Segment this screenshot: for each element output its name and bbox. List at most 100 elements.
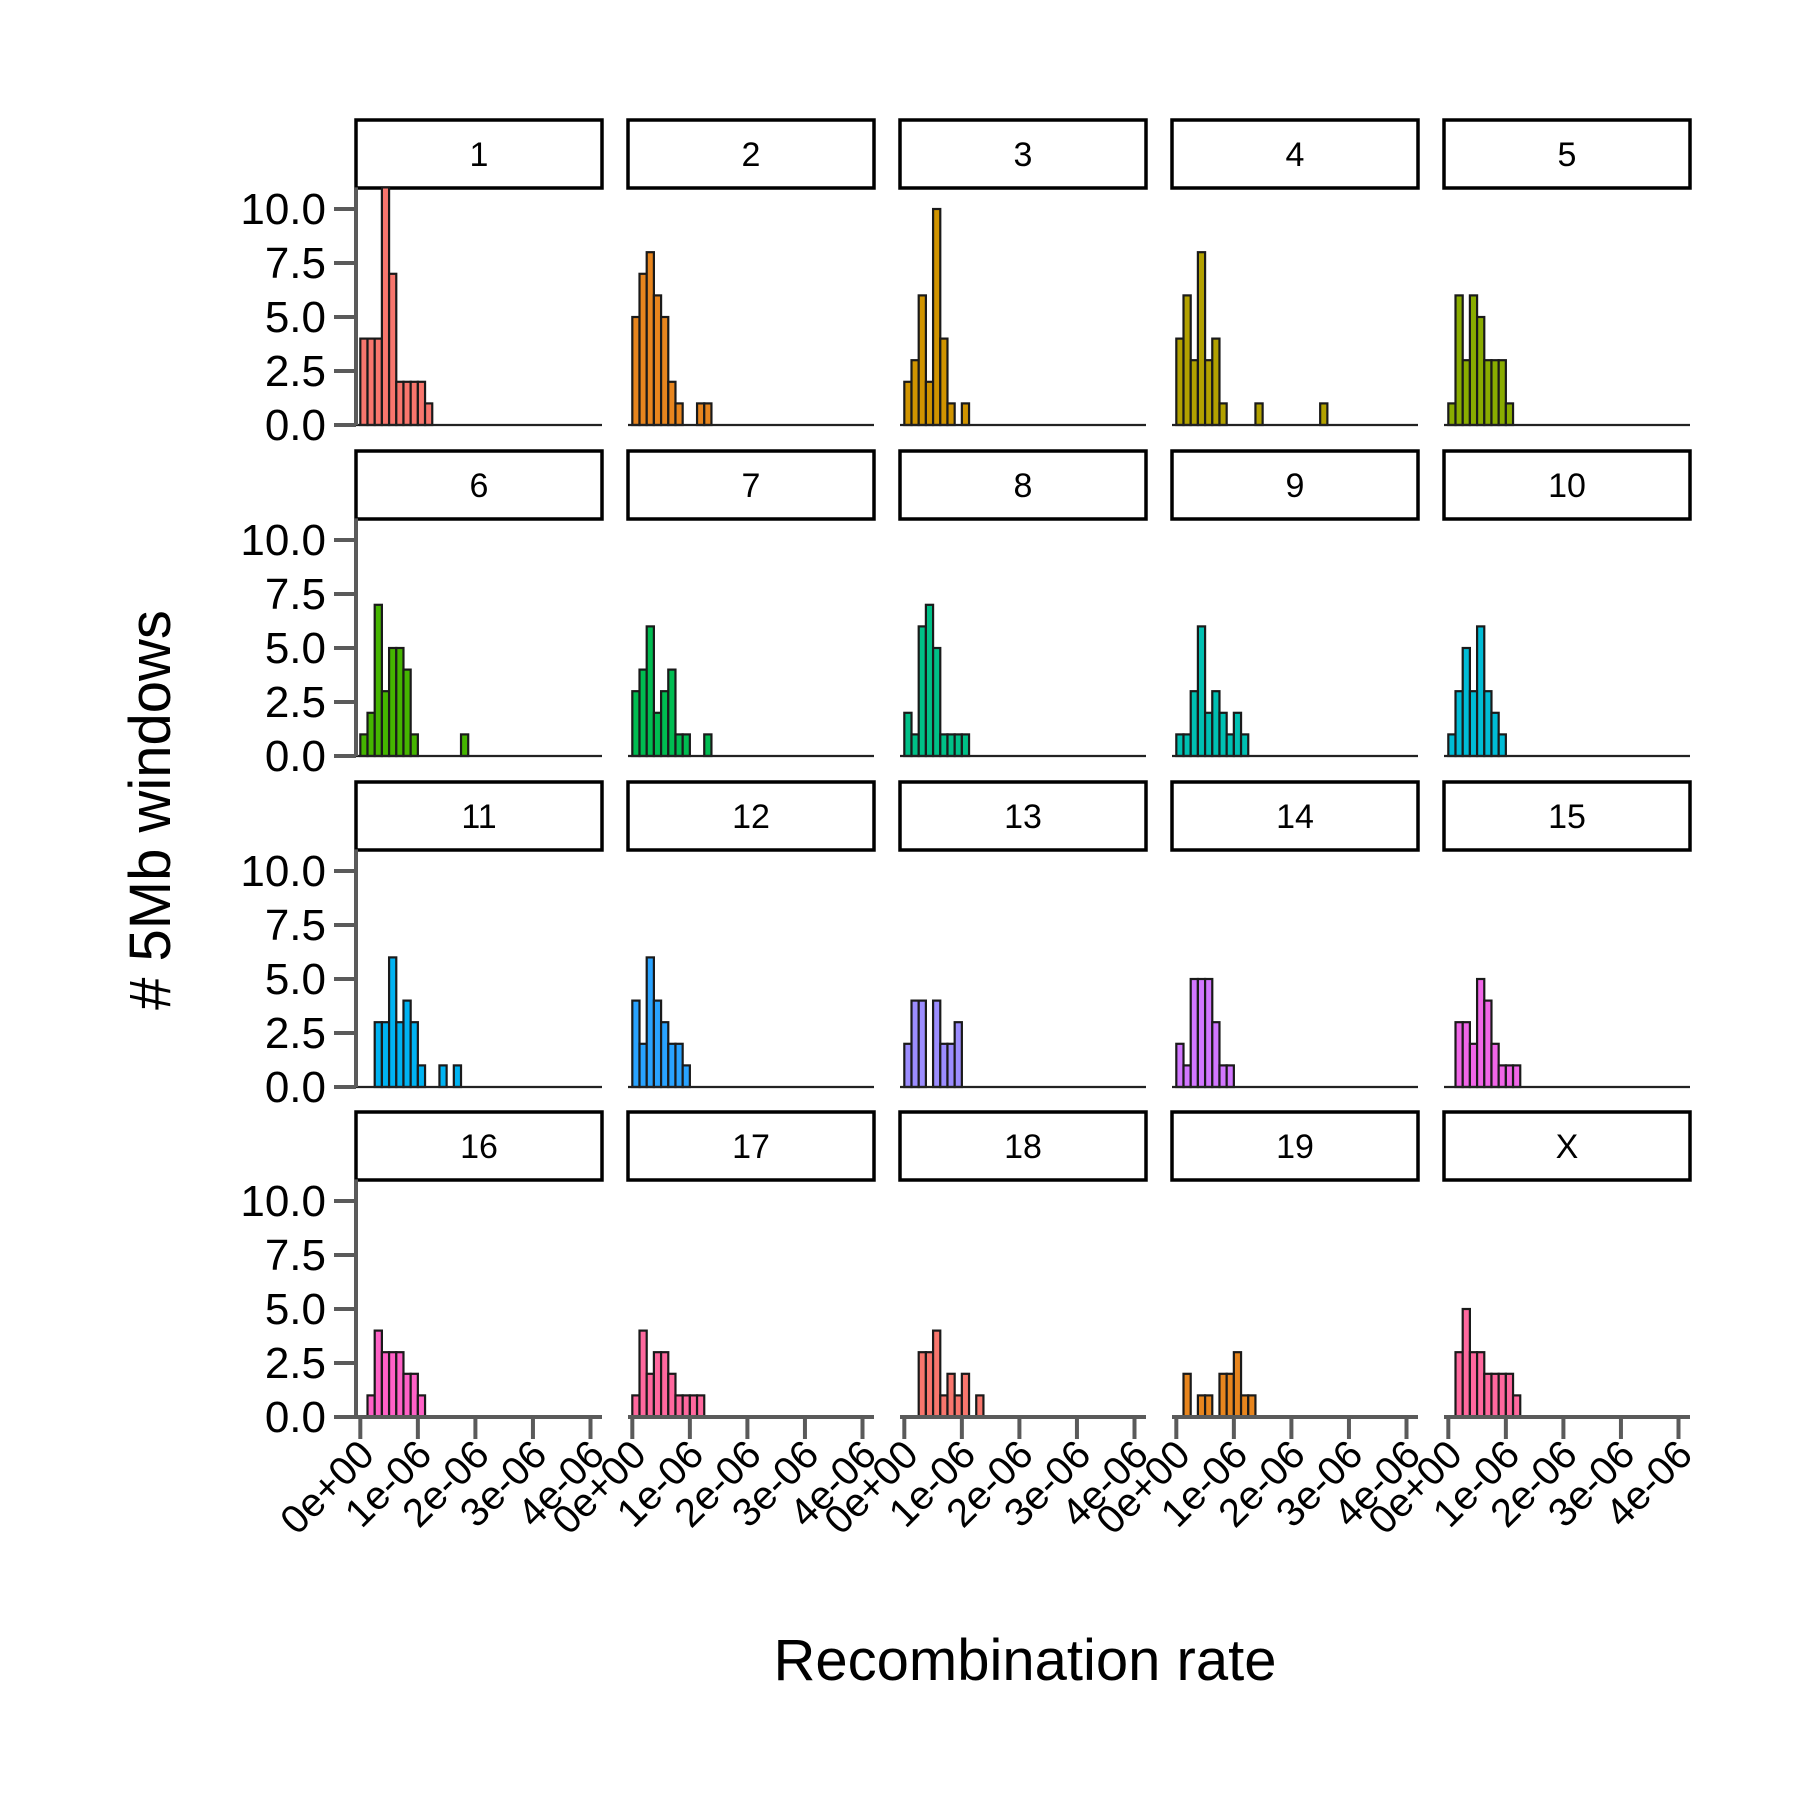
facet-strip-label: 17 — [732, 1128, 770, 1166]
histogram-bar — [1319, 402, 1329, 427]
histogram-bar — [946, 402, 956, 427]
facet-panel: 3 — [898, 118, 1148, 427]
histogram-bar — [1511, 1064, 1522, 1089]
facet-strip-label: 8 — [1014, 467, 1033, 505]
facet-strip — [898, 780, 1148, 852]
facet-strip — [1442, 1110, 1692, 1182]
histogram-bar — [960, 1372, 971, 1419]
facet-strip — [1442, 449, 1692, 521]
facet-strip — [1442, 118, 1692, 190]
y-tick-label: 5.0 — [265, 1285, 326, 1334]
y-tick-label: 7.5 — [265, 1231, 326, 1280]
facet-strip-label: 2 — [742, 136, 761, 174]
facet-strip-label: X — [1556, 1128, 1579, 1166]
facet-strip-label: 16 — [460, 1128, 498, 1166]
y-tick-label: 5.0 — [265, 624, 326, 673]
facet-panel: 10.02.55.07.510.0 — [240, 118, 604, 450]
y-tick-label: 0.0 — [265, 1393, 326, 1442]
y-tick-label: 0.0 — [265, 401, 326, 450]
x-axis-title: Recombination rate — [774, 1628, 1277, 1693]
histogram-bar — [1203, 1394, 1214, 1419]
facet-strip — [1170, 780, 1420, 852]
y-tick-label: 5.0 — [265, 955, 326, 1004]
facet-strip-label: 18 — [1004, 1128, 1042, 1166]
histogram-bar — [1182, 1372, 1192, 1419]
histogram-bar — [674, 402, 684, 427]
y-tick-label: 0.0 — [265, 732, 326, 781]
y-tick-label: 10.0 — [240, 1177, 326, 1226]
y-tick-label: 7.5 — [265, 570, 326, 619]
y-tick-label: 2.5 — [265, 1339, 326, 1388]
facet-strip-label: 9 — [1286, 467, 1305, 505]
facet-strip — [898, 449, 1148, 521]
facet-panel: 15 — [1442, 780, 1692, 1089]
facet-panel: 7 — [626, 449, 876, 758]
facet-strip-label: 15 — [1548, 798, 1586, 836]
facet-strip-label: 12 — [732, 798, 770, 836]
facet-panels: 10.02.55.07.510.02 3 4 560.02.55.07.510.07 8… — [240, 118, 1701, 1543]
facet-strip — [626, 780, 876, 852]
facet-strip-label: 1 — [470, 136, 489, 174]
histogram-bar — [681, 1064, 691, 1089]
histogram-bar — [703, 733, 713, 758]
facet-strip-label: 3 — [1014, 136, 1033, 174]
y-axis-title: # 5Mb windows — [118, 610, 183, 1010]
facet-strip-label: 5 — [1558, 136, 1577, 174]
facet-strip — [354, 118, 604, 190]
histogram-bar — [953, 1021, 963, 1089]
histogram-bar — [917, 999, 927, 1089]
histogram-bar — [438, 1064, 448, 1089]
facet-strip — [354, 780, 604, 852]
facet-panel: 12 — [626, 780, 876, 1089]
facet-strip — [1170, 449, 1420, 521]
facet-strip — [354, 449, 604, 521]
histogram-bar — [960, 733, 971, 758]
y-tick-label: 2.5 — [265, 678, 326, 727]
facet-panel: 6 0.0 2.5 5.0 7.5 10.0 — [240, 449, 604, 781]
facet-strip — [1170, 118, 1420, 190]
facet-strip — [354, 1110, 604, 1182]
y-tick-label: 10.0 — [240, 516, 326, 565]
histogram-bar — [960, 402, 971, 427]
facet-strip — [898, 1110, 1148, 1182]
histogram-bar — [1225, 1064, 1235, 1089]
histogram-bar — [452, 1064, 463, 1089]
histogram-bar — [703, 402, 713, 427]
histogram-bar — [1511, 1394, 1522, 1419]
facet-strip-label: 14 — [1276, 798, 1314, 836]
histogram-bar — [1218, 402, 1228, 427]
histogram-bar — [416, 1064, 427, 1089]
histogram-bar — [1254, 402, 1264, 427]
histogram-bar — [459, 733, 470, 758]
facet-strip-label: 13 — [1004, 798, 1042, 836]
facet-panel: 8 — [898, 449, 1148, 758]
facet-strip-label: 19 — [1276, 1128, 1314, 1166]
y-tick-label: 7.5 — [265, 901, 326, 950]
y-tick-label: 10.0 — [240, 847, 326, 896]
histogram-bar — [416, 1394, 427, 1419]
y-tick-label: 7.5 — [265, 239, 326, 288]
facet-strip — [1442, 780, 1692, 852]
y-tick-label: 5.0 — [265, 293, 326, 342]
y-tick-label: 2.5 — [265, 1009, 326, 1058]
facet-panel: 11 0.0 2.5 5.0 7.5 10.0 — [240, 780, 604, 1112]
y-tick-label: 0.0 — [265, 1063, 326, 1112]
facet-panel: 9 — [1170, 449, 1420, 758]
facet-strip — [626, 1110, 876, 1182]
facet-panel: 160.02.55.07.510.00e+001e-062e-063e-064e… — [240, 1110, 613, 1543]
facet-panel: 4 — [1170, 118, 1420, 427]
histogram-bar — [1504, 402, 1515, 427]
y-tick-label: 10.0 — [240, 185, 326, 234]
facet-panel: 5 — [1442, 118, 1692, 427]
histogram-bar — [1239, 733, 1250, 758]
histogram-bar — [423, 402, 434, 427]
facet-panel: 13 — [898, 780, 1148, 1089]
facet-panel: 2 — [626, 118, 876, 427]
facet-panel: 14 — [1170, 780, 1420, 1089]
histogram-bar — [975, 1394, 985, 1419]
facet-strip — [1170, 1110, 1420, 1182]
histogram-bar — [1497, 733, 1507, 758]
facet-strip-label: 11 — [461, 798, 496, 836]
